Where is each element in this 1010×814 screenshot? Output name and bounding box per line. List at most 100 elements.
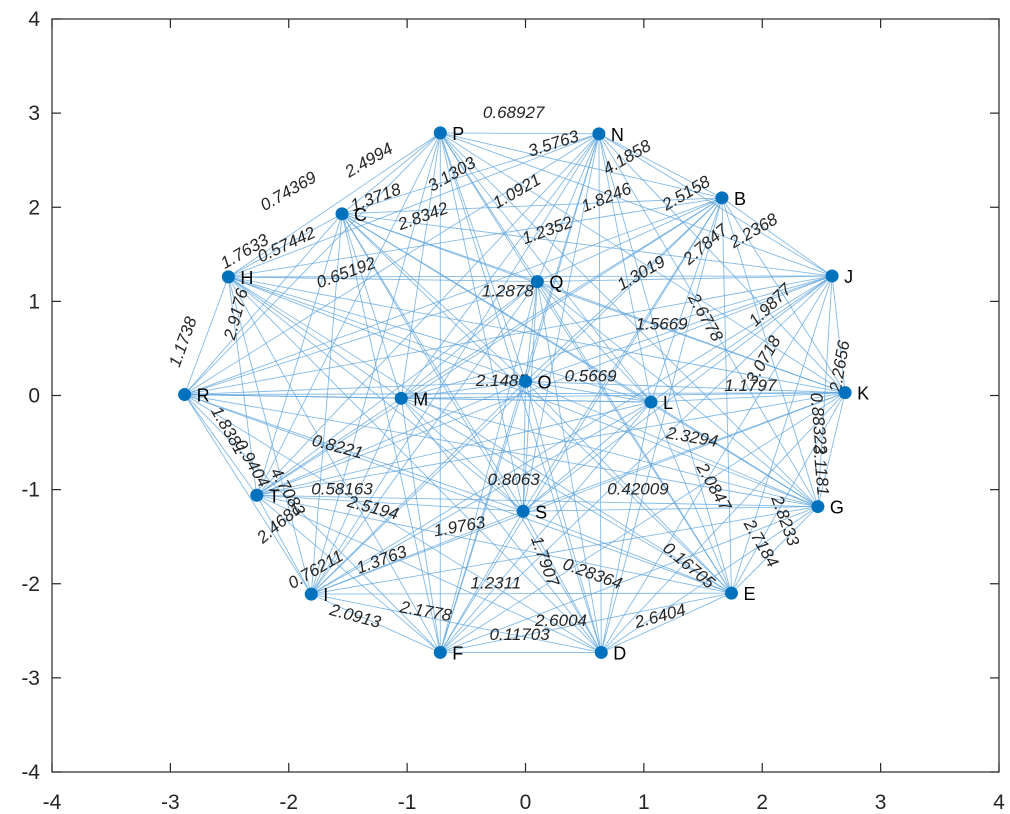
edge-L-O [525,380,652,403]
edge-B-J [721,197,833,277]
edge-J-C [341,213,833,277]
edge-N-E [598,133,732,594]
edge-J-M [401,275,833,399]
edge-I-M [310,398,402,595]
edge-E-R [184,394,732,594]
edge-weight-label: 1.1797 [724,376,777,395]
edge-J-H [228,275,833,278]
x-tick-label: -3 [161,791,180,814]
edge-J-K [831,275,846,393]
edge-B-T [256,197,723,496]
edge-B-E [721,197,732,594]
x-tick-label: -2 [279,791,298,814]
axes-box [51,18,1000,773]
edge-P-B [440,132,723,199]
edge-weight-label: 3.1181 [809,444,832,496]
y-tick-label: -3 [21,667,40,690]
edge-N-H [228,133,600,278]
edge-T-Q [256,281,538,496]
node-label-D: D [613,643,626,663]
node-I [304,587,318,601]
edge-G-R [184,394,818,508]
edge-G-M [401,397,818,508]
edge-G-H [228,276,819,507]
edge-weight-label: 2.6004 [534,611,587,630]
edge-weight-label: 0.58163 [311,479,373,498]
edge-N-O [525,133,600,382]
edge-K-G [817,392,846,507]
edge-T-L [256,401,652,496]
edge-N-K [598,133,846,393]
edge-B-K [721,197,846,393]
y-tick-label: -2 [21,573,40,596]
edge-K-L [650,392,846,403]
y-tick-label: 2 [28,196,40,219]
node-D [594,645,608,659]
edge-F-L [439,401,652,653]
node-label-L: L [663,393,673,413]
edge-B-O [525,197,723,382]
edge-C-M [341,213,402,399]
edge-D-T [256,494,602,653]
node-label-G: G [830,498,844,518]
y-tick-label: 3 [28,102,40,125]
edge-F-R [184,394,441,653]
edge-N-M [400,133,600,399]
edge-J-T [256,275,833,496]
edge-J-I [311,275,833,595]
edge-D-Q [536,281,602,653]
edge-Q-M [400,281,538,399]
edge-P-H [228,132,441,278]
edge-H-Q [228,276,538,283]
node-B [715,191,729,205]
edge-D-C [341,213,602,653]
edge-K-H [228,276,846,394]
edge-P-L [439,132,652,403]
edge-F-S [439,511,524,653]
edge-K-M [401,392,846,399]
edge-H-O [228,276,526,382]
edge-K-T [256,392,846,496]
edge-B-L [650,197,723,403]
edge-H-C [228,213,343,278]
edge-J-O [525,275,833,382]
edge-F-O [439,381,526,653]
edge-I-Q [310,281,538,595]
edge-G-I [311,506,818,595]
node-label-K: K [857,384,869,404]
edge-L-S [522,401,652,512]
edge-D-H [228,276,602,653]
edge-I-R [184,394,312,595]
edge-B-F [439,197,723,653]
edge-Q-O [525,281,538,382]
node-label-T: T [269,486,280,506]
node-label-P: P [452,124,464,144]
edge-F-H [227,276,441,653]
edge-Q-S [522,281,538,512]
y-tick-label: 1 [28,290,40,313]
edge-T-S [256,494,524,512]
edge-E-D [601,592,732,653]
node-Q [530,275,544,289]
edge-T-M [256,397,402,496]
x-tick-label: 4 [993,791,1005,814]
edge-L-M [401,397,651,403]
edge-N-B [598,133,723,199]
edge-R-H [184,276,229,395]
edge-M-S [400,397,524,512]
edge-P-O [439,132,526,382]
edge-E-S [522,510,732,594]
node-label-C: C [354,205,367,225]
node-L [644,395,658,409]
node-G [811,500,825,514]
node-O [519,374,532,388]
edge-F-C [341,213,441,653]
edge-P-G [439,132,819,507]
node-M [394,391,408,405]
node-label-Q: Q [549,273,563,293]
edge-weight-label: 0.42009 [607,479,669,498]
edge-G-S [523,506,818,512]
edge-P-N [440,132,599,135]
edge-J-R [184,275,833,396]
axis-ticks-layer: -4 -3 -2 -1 0 1 2 3 4 4 3 2 1 0 -1 -2 -3 -4 [21,8,1005,814]
